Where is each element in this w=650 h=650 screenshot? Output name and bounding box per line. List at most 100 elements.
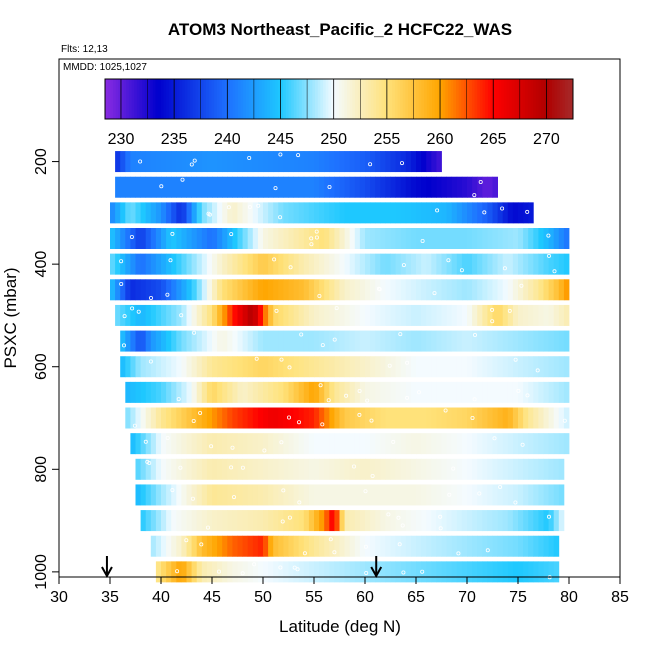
heatmap-cell <box>426 433 432 455</box>
heatmap-cell <box>502 458 509 480</box>
heatmap-cell <box>421 356 427 378</box>
heatmap-cell <box>212 330 218 352</box>
heatmap-cell <box>155 228 162 249</box>
colorbar-segment <box>320 79 324 119</box>
heatmap-cell <box>563 407 570 429</box>
heatmap-cell <box>456 381 463 403</box>
heatmap-cell <box>206 381 213 403</box>
heatmap-cell <box>324 330 330 352</box>
heatmap-cell <box>543 330 549 352</box>
heatmap-cell <box>268 253 274 275</box>
colorbar-segment <box>557 79 561 119</box>
heatmap-cell <box>558 356 565 378</box>
heatmap-cell <box>166 561 172 583</box>
heatmap-cell <box>436 561 442 583</box>
heatmap-cell <box>181 176 187 198</box>
heatmap-cell <box>365 510 371 532</box>
heatmap-cell <box>303 202 310 224</box>
heatmap-cell <box>553 381 560 403</box>
heatmap-cell <box>523 304 529 326</box>
heatmap-cell <box>507 484 514 506</box>
heatmap-cell <box>405 561 412 583</box>
heatmap-cell <box>410 279 417 301</box>
x-tick-label: 35 <box>101 589 119 606</box>
colorbar-segment <box>554 79 558 119</box>
heatmap-cell <box>176 279 182 301</box>
heatmap-cell <box>293 407 300 429</box>
colorbar-segment <box>166 79 170 119</box>
heatmap-cell <box>482 510 488 532</box>
heatmap-cell <box>528 356 534 378</box>
colorbar-segment <box>485 79 489 119</box>
heatmap-cell <box>283 510 289 532</box>
heatmap-cell <box>150 330 157 352</box>
heatmap-cell <box>349 535 356 557</box>
heatmap-cell <box>288 151 294 173</box>
heatmap-cell <box>140 202 147 224</box>
heatmap-cell <box>206 228 213 249</box>
heatmap-cell <box>344 561 351 583</box>
colorbar-segment <box>179 79 183 119</box>
heatmap-cell <box>247 228 254 249</box>
heatmap-cell <box>222 535 228 557</box>
heatmap-cell <box>278 202 284 224</box>
heatmap-cell <box>334 381 340 403</box>
colorbar-segment <box>349 79 353 119</box>
x-axis-label: Latitude (deg N) <box>279 617 401 636</box>
heatmap-cell <box>441 304 447 326</box>
heatmap-cell <box>227 407 233 429</box>
heatmap-cell <box>482 356 488 378</box>
sample-point <box>191 418 196 423</box>
sample-point <box>525 393 530 398</box>
heatmap-cell <box>405 279 412 301</box>
heatmap-cell <box>186 202 192 224</box>
heatmap-cell <box>446 484 453 506</box>
heatmap-cell <box>497 356 504 378</box>
heatmap-cell <box>324 304 330 326</box>
heatmap-cell <box>502 202 509 224</box>
heatmap-cell <box>456 356 463 378</box>
heatmap-cell <box>512 381 519 403</box>
heatmap-cell <box>395 202 402 224</box>
heatmap-cell <box>247 202 254 224</box>
heatmap-cell <box>303 407 310 429</box>
heatmap-cell <box>543 484 549 506</box>
heatmap-cell <box>492 458 498 480</box>
heatmap-cell <box>237 458 243 480</box>
heatmap-cell <box>150 510 157 532</box>
heatmap-cell <box>201 561 208 583</box>
heatmap-cell <box>492 279 498 301</box>
colorbar-segment <box>445 79 449 119</box>
heatmap-cell <box>502 356 509 378</box>
sample-point <box>443 408 448 413</box>
heatmap-cell <box>115 228 121 249</box>
heatmap-cell <box>461 407 468 429</box>
sample-point <box>369 418 374 423</box>
heatmap-cell <box>533 330 539 352</box>
colorbar-segment <box>384 79 388 119</box>
heatmap-cell <box>502 253 509 275</box>
heatmap-cell <box>268 561 274 583</box>
heatmap-cell <box>273 228 279 249</box>
colorbar-segment <box>240 79 244 119</box>
heatmap-cell <box>416 279 422 301</box>
heatmap-cell <box>201 433 208 455</box>
heatmap-cell <box>293 304 300 326</box>
heatmap-cell <box>283 381 289 403</box>
colorbar-segment <box>424 79 428 119</box>
heatmap-cell <box>135 202 141 224</box>
heatmap-cell <box>451 510 458 532</box>
heatmap-cell <box>400 176 407 198</box>
heatmap-cell <box>344 484 351 506</box>
heatmap-cell <box>115 304 121 326</box>
y-axis-label: PSXC (mbar) <box>1 267 20 368</box>
heatmap-cell <box>232 458 238 480</box>
heatmap-cell <box>436 151 442 173</box>
heatmap-cell <box>227 433 233 455</box>
colorbar-segment <box>416 79 420 119</box>
heatmap-cell <box>523 458 529 480</box>
colorbar-segment <box>269 79 274 119</box>
heatmap-cell <box>441 381 447 403</box>
heatmap-cell <box>467 356 473 378</box>
heatmap-cell <box>375 535 381 557</box>
